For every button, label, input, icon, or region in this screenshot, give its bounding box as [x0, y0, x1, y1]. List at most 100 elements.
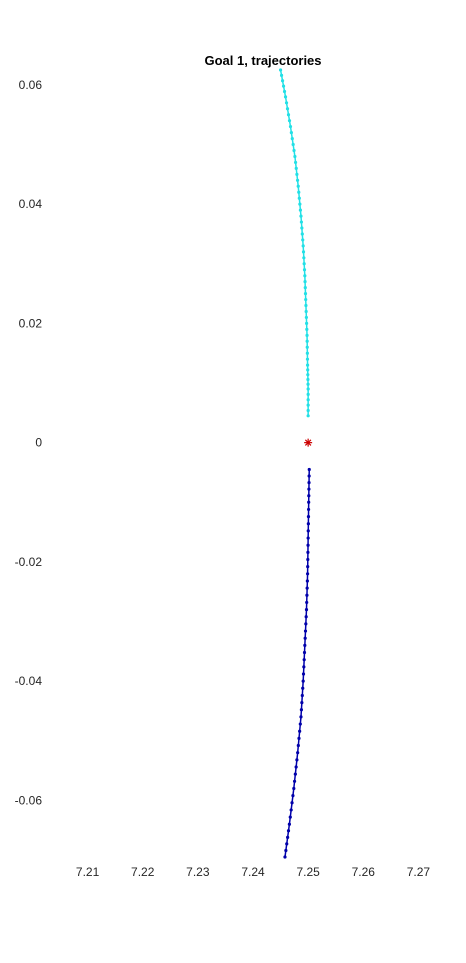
trajectory-point — [306, 414, 310, 418]
y-tick-label: 0.02 — [19, 316, 43, 330]
trajectory-point — [301, 686, 305, 690]
trajectory-point — [282, 89, 287, 94]
trajectory-point — [299, 214, 303, 218]
x-tick-labels: 7.21 7.22 7.23 7.24 7.25 7.26 7.27 — [76, 865, 431, 879]
trajectory-point — [286, 835, 290, 839]
trajectory-point — [285, 107, 290, 111]
trajectory-point — [306, 373, 310, 377]
trajectory-point — [304, 607, 309, 612]
trajectory-point — [288, 125, 293, 129]
trajectory-point — [287, 822, 291, 826]
trajectory-point — [305, 327, 309, 331]
trajectory-point — [303, 643, 307, 647]
trajectory-point — [299, 715, 303, 719]
trajectory-point — [304, 321, 309, 325]
trajectory-point — [281, 84, 286, 88]
trajectory-point — [302, 650, 307, 655]
trajectory-point — [307, 467, 311, 472]
y-tick-label: -0.06 — [15, 793, 43, 807]
trajectory-point — [305, 357, 310, 361]
trajectory-line — [279, 69, 309, 416]
trajectory-point — [284, 848, 288, 853]
trajectory-point — [306, 522, 310, 526]
trajectory-point — [306, 507, 311, 512]
trajectory-point — [285, 842, 289, 846]
trajectory-point — [299, 708, 304, 712]
trajectory-point — [283, 855, 287, 859]
trajectory-point — [296, 751, 300, 755]
trajectory-point — [301, 244, 305, 248]
trajectory-point — [305, 600, 309, 605]
trajectory-point — [297, 196, 301, 200]
trajectory-point — [301, 679, 305, 683]
trajectory-point — [302, 665, 306, 669]
trajectory-point — [303, 629, 308, 633]
x-tick-label: 7.25 — [296, 865, 320, 879]
trajectory-point — [292, 779, 297, 783]
trajectory-point — [305, 593, 309, 597]
trajectory-point — [303, 291, 308, 296]
x-tick-label: 7.27 — [407, 865, 431, 879]
trajectory-point — [293, 160, 298, 165]
trajectory-point — [286, 113, 291, 117]
trajectory-point — [304, 622, 308, 626]
y-tick-label: 0.06 — [19, 78, 43, 92]
trajectory-point — [302, 262, 306, 266]
trajectory-point — [296, 743, 300, 748]
trajectory-point — [302, 268, 307, 272]
trajectory-point — [301, 672, 306, 676]
trajectory-point — [303, 274, 307, 278]
trajectory-point — [304, 309, 308, 314]
trajectory-point — [293, 772, 297, 776]
x-tick-label: 7.26 — [352, 865, 376, 879]
trajectory-point — [306, 368, 310, 372]
goal-marker — [304, 438, 313, 447]
trajectory-point — [294, 166, 298, 170]
trajectory-point — [295, 172, 299, 176]
trajectory-point — [305, 339, 309, 343]
trajectory-point — [306, 536, 310, 540]
trajectory-point — [290, 136, 294, 141]
trajectory-point — [300, 700, 304, 705]
trajectory-point — [300, 226, 304, 230]
trajectory-point — [307, 494, 311, 498]
trajectory-point — [306, 387, 310, 391]
trajectory-point — [307, 487, 311, 491]
trajectory-point — [296, 184, 300, 188]
trajectory-point — [306, 398, 310, 402]
trajectory-point — [306, 557, 310, 562]
trajectory-point — [301, 250, 306, 254]
trajectory-point — [297, 190, 301, 194]
trajectory-series — [283, 467, 311, 859]
trajectory-point — [301, 238, 305, 242]
trajectory-series — [278, 68, 310, 418]
x-tick-label: 7.22 — [131, 865, 155, 879]
trajectory-point — [286, 829, 291, 833]
y-tick-label: 0 — [35, 436, 42, 450]
trajectory-point — [298, 722, 302, 726]
trajectory-point — [292, 148, 296, 153]
trajectory-point — [303, 636, 307, 640]
trajectory-point — [305, 345, 309, 349]
x-tick-label: 7.21 — [76, 865, 100, 879]
trajectory-point — [305, 351, 309, 355]
trajectory-point — [300, 693, 304, 698]
trajectory-point — [283, 95, 288, 99]
trajectory-point — [306, 550, 310, 554]
trajectory-point — [289, 808, 293, 812]
trajectory-point — [293, 154, 297, 159]
trajectory-point — [302, 658, 306, 662]
trajectory-point — [298, 208, 303, 212]
trajectory-point — [306, 565, 310, 569]
trajectory-point — [290, 801, 294, 805]
trajectory-point — [305, 586, 309, 590]
trajectory-point — [278, 68, 283, 72]
trajectory-point — [298, 729, 302, 733]
trajectory-point — [304, 297, 308, 302]
trajectory-point — [306, 403, 310, 407]
chart-title: Goal 1, trajectories — [204, 53, 321, 68]
y-tick-label: 0.04 — [19, 197, 43, 211]
trajectory-point — [288, 815, 292, 819]
trajectory-point — [292, 786, 296, 791]
